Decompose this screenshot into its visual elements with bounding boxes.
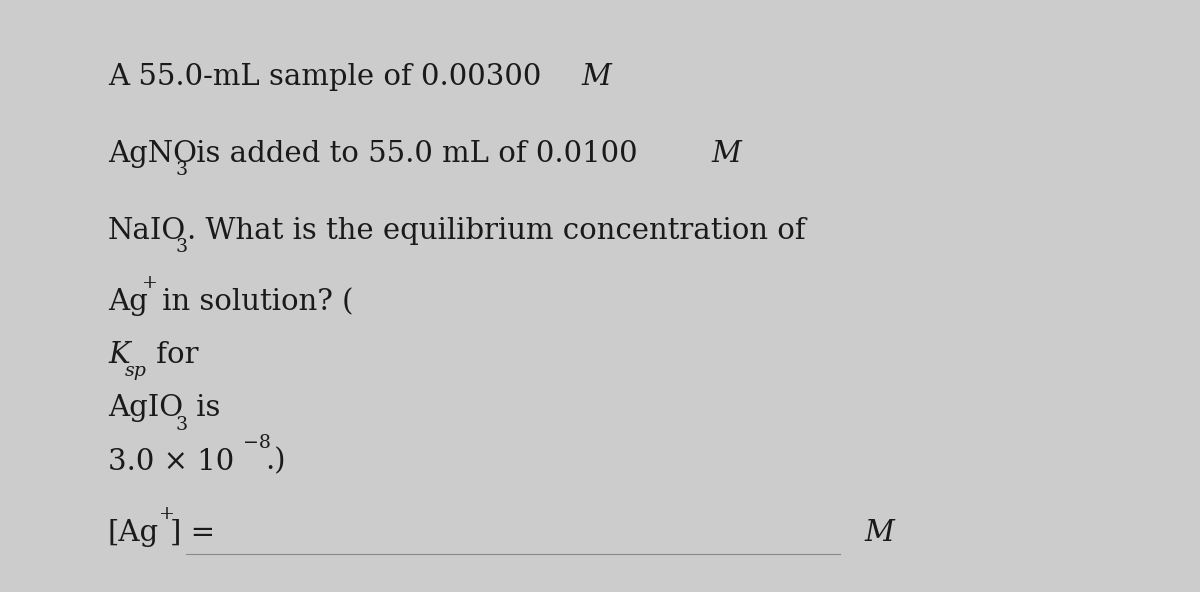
Text: AgNO: AgNO <box>108 140 197 168</box>
Text: M: M <box>864 519 894 547</box>
Text: for: for <box>146 341 198 369</box>
Text: M: M <box>712 140 740 168</box>
Text: Ag: Ag <box>108 288 148 316</box>
Text: 3: 3 <box>175 416 187 434</box>
Text: is: is <box>187 394 220 423</box>
Text: 3.0 × 10: 3.0 × 10 <box>108 448 234 476</box>
Text: −8: −8 <box>244 434 271 452</box>
Text: . What is the equilibrium concentration of: . What is the equilibrium concentration … <box>187 217 805 245</box>
Text: NaIO: NaIO <box>108 217 186 245</box>
Text: [Ag: [Ag <box>108 519 160 547</box>
Text: ] =: ] = <box>169 519 215 547</box>
Text: .): .) <box>265 448 286 476</box>
Text: in solution? (: in solution? ( <box>152 288 353 316</box>
Text: 3: 3 <box>175 239 187 256</box>
Text: is added to 55.0 mL of 0.0100: is added to 55.0 mL of 0.0100 <box>187 140 647 168</box>
Text: 3: 3 <box>175 162 187 179</box>
Text: +: + <box>142 274 157 292</box>
Text: AgIO: AgIO <box>108 394 184 423</box>
Text: sp: sp <box>125 362 146 379</box>
Text: +: + <box>158 505 175 523</box>
Text: K: K <box>108 341 130 369</box>
Text: M: M <box>582 63 612 91</box>
Text: A 55.0-mL sample of 0.00300: A 55.0-mL sample of 0.00300 <box>108 63 551 91</box>
